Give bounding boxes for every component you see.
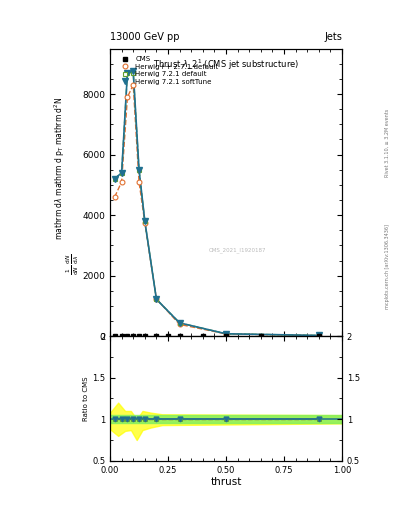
CMS [131,333,136,339]
Text: mcplots.cern.ch [arXiv:1306.3436]: mcplots.cern.ch [arXiv:1306.3436] [385,224,390,309]
Herwig++ 2.7.1 default [137,179,141,185]
CMS [119,333,124,339]
Herwig 7.2.1 softTune [112,176,117,182]
Herwig 7.2.1 default [131,70,136,76]
Herwig 7.2.1 default [224,331,228,337]
Legend: CMS, Herwig++ 2.7.1 default, Herwig 7.2.1 default, Herwig 7.2.1 softTune: CMS, Herwig++ 2.7.1 default, Herwig 7.2.… [116,55,220,86]
CMS [166,333,171,339]
CMS [224,333,228,339]
Herwig++ 2.7.1 default [154,296,159,302]
Line: Herwig++ 2.7.1 default: Herwig++ 2.7.1 default [112,82,321,338]
CMS [259,333,263,339]
Herwig++ 2.7.1 default [177,322,182,328]
CMS [125,333,130,339]
Herwig++ 2.7.1 default [143,220,147,226]
Herwig 7.2.1 softTune [131,68,136,74]
Herwig++ 2.7.1 default [112,194,117,200]
CMS [112,333,117,339]
CMS [177,333,182,339]
Herwig++ 2.7.1 default [316,333,321,339]
Herwig 7.2.1 softTune [137,166,141,173]
Herwig++ 2.7.1 default [125,94,130,100]
CMS [143,333,147,339]
Herwig++ 2.7.1 default [131,82,136,88]
CMS [200,333,205,339]
Y-axis label: Ratio to CMS: Ratio to CMS [83,376,89,421]
Herwig++ 2.7.1 default [224,331,228,337]
X-axis label: thrust: thrust [210,477,242,487]
Herwig 7.2.1 softTune [143,218,147,224]
Herwig 7.2.1 default [154,296,159,303]
Herwig 7.2.1 default [112,176,117,182]
Herwig 7.2.1 default [143,218,147,224]
Text: Jets: Jets [324,32,342,42]
Line: Herwig 7.2.1 default: Herwig 7.2.1 default [112,71,321,338]
Text: $\frac{1}{\mathrm{d}N}\ \frac{\mathrm{d}N}{\mathrm{d}\lambda}$: $\frac{1}{\mathrm{d}N}\ \frac{\mathrm{d}… [65,253,81,275]
Herwig 7.2.1 softTune [224,331,228,337]
Herwig 7.2.1 softTune [177,320,182,326]
Herwig++ 2.7.1 default [119,179,124,185]
Herwig 7.2.1 softTune [119,169,124,176]
Herwig 7.2.1 softTune [125,70,130,76]
Text: CMS_2021_I1920187: CMS_2021_I1920187 [209,247,266,253]
Text: 13000 GeV pp: 13000 GeV pp [110,32,180,42]
CMS [316,333,321,339]
Herwig 7.2.1 softTune [154,296,159,303]
CMS [154,333,159,339]
Text: mathrm d$\lambda$ mathrm d p$_\mathrm{T}$: mathrm d$\lambda$ mathrm d p$_\mathrm{T}… [53,145,66,240]
Line: Herwig 7.2.1 softTune: Herwig 7.2.1 softTune [112,69,321,338]
Herwig 7.2.1 softTune [316,332,321,338]
Herwig 7.2.1 default [119,169,124,176]
Herwig 7.2.1 default [177,320,182,326]
Text: Thrust $\lambda\_2^1$ (CMS jet substructure): Thrust $\lambda\_2^1$ (CMS jet substruct… [153,57,299,72]
Herwig 7.2.1 default [125,70,130,76]
Herwig 7.2.1 default [316,332,321,338]
Text: mathrm d$^2$N: mathrm d$^2$N [53,96,65,145]
Text: Rivet 3.1.10, ≥ 3.2M events: Rivet 3.1.10, ≥ 3.2M events [385,109,390,178]
CMS [137,333,141,339]
Herwig 7.2.1 default [137,166,141,173]
Line: CMS: CMS [113,334,320,338]
